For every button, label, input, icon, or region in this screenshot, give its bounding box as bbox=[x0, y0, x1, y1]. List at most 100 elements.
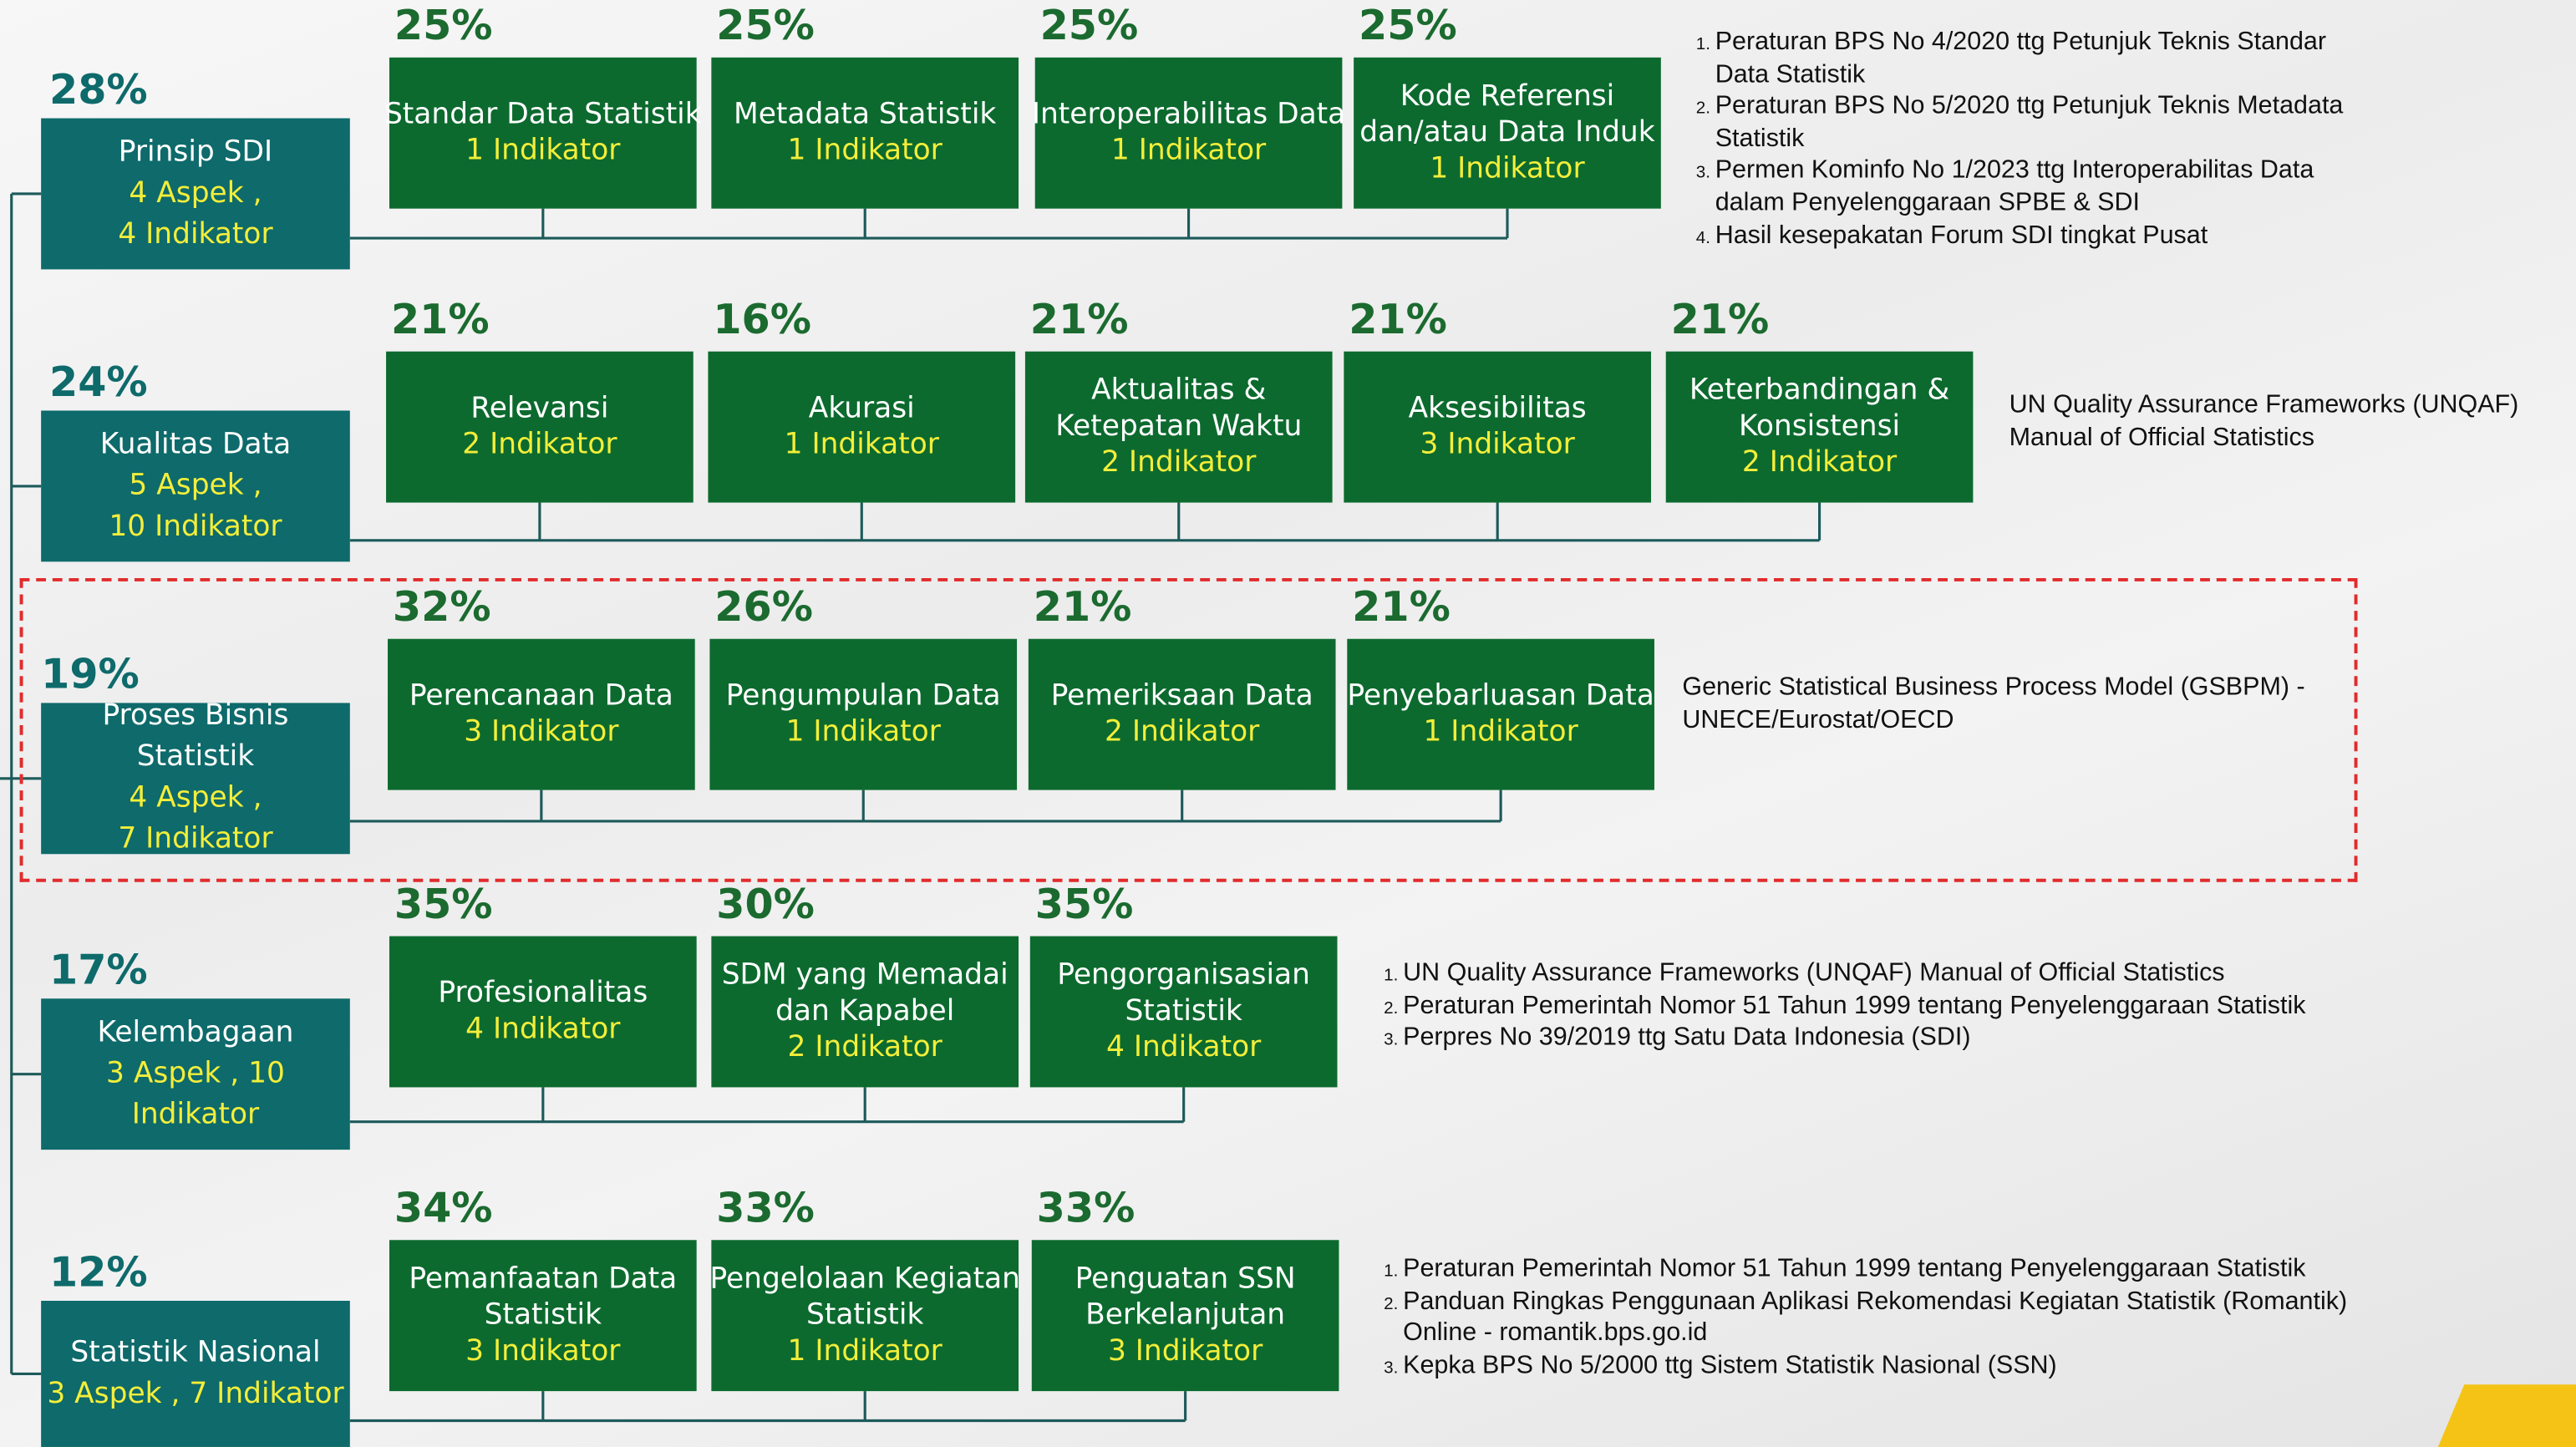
reference-list: Peraturan Pemerintah Nomor 51 Tahun 1999… bbox=[1372, 1253, 2440, 1382]
reference-line: Perpres No 39/2019 ttg Satu Data Indones… bbox=[1403, 1023, 1971, 1052]
reference-item: UN Quality Assurance Frameworks (UNQAF) M… bbox=[2009, 389, 2576, 454]
reference-list: Generic Statistical Business Process Mod… bbox=[1682, 672, 2355, 736]
aspect-percent: 25% bbox=[1039, 1, 1139, 49]
aspect-indikator: 3 Indikator bbox=[1107, 1335, 1263, 1368]
domain-detail: 3 Aspek , 10 Indikator bbox=[106, 1057, 285, 1131]
aspect-box: SDM yang Memadai dan Kapabel 2 Indikator bbox=[711, 936, 1019, 1088]
reference-line: Peraturan Pemerintah Nomor 51 Tahun 1999… bbox=[1403, 1254, 2306, 1283]
domain-detail: 3 Aspek , 7 Indikator bbox=[47, 1377, 344, 1410]
reference-line: Peraturan Pemerintah Nomor 51 Tahun 1999… bbox=[1403, 991, 2306, 1020]
aspect-title: Konsistensi bbox=[1739, 410, 1901, 444]
aspect-indikator: 1 Indikator bbox=[785, 716, 941, 749]
domain-detail: 10 Indikator bbox=[109, 510, 282, 543]
aspect-title: Pemeriksaan Data bbox=[1050, 679, 1313, 713]
reference-item: Peraturan Pemerintah Nomor 51 Tahun 1999… bbox=[1403, 1253, 2440, 1286]
aspect-percent: 32% bbox=[392, 582, 491, 631]
aspect-indikator: 1 Indikator bbox=[787, 135, 943, 168]
reference-item: Hasil kesepakatan Forum SDI tingkat Pusa… bbox=[1715, 220, 2416, 252]
aspect-title: dan Kapabel bbox=[775, 995, 955, 1028]
domain-percent: 17% bbox=[48, 946, 148, 994]
aspect-box: Pengumpulan Data 1 Indikator bbox=[709, 638, 1018, 790]
aspect-box: Perencanaan Data 3 Indikator bbox=[388, 638, 695, 790]
accent-shape bbox=[2437, 1384, 2576, 1447]
aspect-title: Standar Data Statistik bbox=[384, 98, 702, 132]
aspect-percent: 21% bbox=[1670, 295, 1770, 343]
reference-item: UN Quality Assurance Frameworks (UNQAF) … bbox=[1403, 957, 2440, 990]
aspect-indikator: 1 Indikator bbox=[1110, 135, 1267, 168]
reference-line: Peraturan BPS No 4/2020 ttg Petunjuk Tek… bbox=[1715, 28, 2327, 56]
reference-list: UN Quality Assurance Frameworks (UNQAF) M… bbox=[2009, 389, 2576, 454]
aspect-indikator: 2 Indikator bbox=[462, 429, 617, 462]
aspect-box: Penyebarluasan Data 1 Indikator bbox=[1347, 638, 1654, 790]
reference-line: Permen Kominfo No 1/2023 ttg Interoperab… bbox=[1715, 156, 2314, 185]
reference-line: Online - romantik.bps.go.id bbox=[1403, 1318, 1708, 1348]
aspect-box: Metadata Statistik 1 Indikator bbox=[711, 57, 1019, 209]
aspect-indikator: 4 Indikator bbox=[465, 1013, 621, 1047]
aspect-percent: 21% bbox=[1033, 582, 1132, 631]
aspect-indikator: 1 Indikator bbox=[787, 1335, 943, 1368]
aspect-percent: 33% bbox=[716, 1184, 815, 1232]
aspect-box: Pengorganisasian Statistik 4 Indikator bbox=[1029, 936, 1338, 1088]
aspect-title: Profesionalitas bbox=[438, 977, 648, 1011]
aspect-percent: 35% bbox=[1034, 880, 1134, 928]
aspect-title: Aktualitas & bbox=[1091, 374, 1267, 408]
domain-name: Kelembagaan bbox=[97, 1015, 294, 1049]
reference-line: UNECE/Eurostat/OECD bbox=[1682, 705, 1954, 734]
aspect-title: Statistik bbox=[484, 1299, 602, 1333]
domain-name: Prinsip SDI bbox=[118, 135, 273, 169]
reference-line: UN Quality Assurance Frameworks (UNQAF) … bbox=[1403, 959, 2225, 988]
aspect-percent: 25% bbox=[1359, 1, 1457, 49]
domain-name: Statistik Nasional bbox=[70, 1336, 321, 1369]
reference-line: Data Statistik bbox=[1715, 59, 1866, 89]
aspect-title: Statistik bbox=[1125, 995, 1242, 1028]
aspect-title: Ketepatan Waktu bbox=[1055, 410, 1303, 444]
reference-item: Generic Statistical Business Process Mod… bbox=[1682, 672, 2355, 736]
aspect-title: Berkelanjutan bbox=[1085, 1299, 1286, 1333]
reference-line: UN Quality Assurance Frameworks (UNQAF) bbox=[2009, 390, 2519, 419]
aspect-percent: 30% bbox=[716, 880, 815, 928]
reference-item: Peraturan BPS No 5/2020 ttg Petunjuk Tek… bbox=[1715, 90, 2416, 155]
reference-item: Permen Kominfo No 1/2023 ttg Interoperab… bbox=[1715, 155, 2416, 220]
domain-box: Kelembagaan 3 Aspek , 10 Indikator bbox=[41, 998, 350, 1150]
aspect-title: Aksesibilitas bbox=[1408, 392, 1587, 426]
reference-item: Peraturan Pemerintah Nomor 51 Tahun 1999… bbox=[1403, 990, 2440, 1023]
aspect-box: Profesionalitas 4 Indikator bbox=[389, 936, 697, 1088]
reference-item: Peraturan BPS No 4/2020 ttg Petunjuk Tek… bbox=[1715, 26, 2416, 90]
reference-line: Kepka BPS No 5/2000 ttg Sistem Statistik… bbox=[1403, 1351, 2057, 1379]
aspect-title: Keterbandingan & bbox=[1689, 374, 1950, 408]
domain-detail: 5 Aspek , bbox=[129, 469, 262, 502]
aspect-box: Akurasi 1 Indikator bbox=[708, 351, 1016, 503]
aspect-indikator: 3 Indikator bbox=[1420, 429, 1575, 462]
aspect-percent: 16% bbox=[713, 295, 811, 343]
domain-name: Proses Bisnis Statistik bbox=[102, 699, 289, 774]
aspect-title: Statistik bbox=[806, 1299, 924, 1333]
aspect-box: Aktualitas & Ketepatan Waktu 2 Indikator bbox=[1024, 351, 1333, 503]
aspect-title: Pengorganisasian bbox=[1057, 959, 1310, 993]
reference-items: Peraturan BPS No 4/2020 ttg Petunjuk Tek… bbox=[1684, 26, 2415, 251]
aspect-title: Metadata Statistik bbox=[734, 98, 997, 132]
aspect-box: Kode Referensi dan/atau Data Induk 1 Indik… bbox=[1354, 57, 1661, 209]
aspect-title: Kode Referensi bbox=[1400, 80, 1615, 114]
aspect-percent: 25% bbox=[394, 1, 493, 49]
aspect-box: Aksesibilitas 3 Indikator bbox=[1344, 351, 1652, 503]
domain-name: Kualitas Data bbox=[99, 428, 292, 461]
aspect-percent: 35% bbox=[394, 880, 493, 928]
reference-line: Statistik bbox=[1715, 124, 1805, 153]
reference-item: Panduan Ringkas Penggunaan Aplikasi Reko… bbox=[1403, 1286, 2440, 1350]
aspect-box: Pemanfaatan Data Statistik 3 Indikator bbox=[389, 1240, 697, 1392]
aspect-indikator: 2 Indikator bbox=[1741, 446, 1898, 480]
reference-line: dalam Penyelenggaraan SPBE & SDI bbox=[1715, 189, 2140, 217]
reference-line: Peraturan BPS No 5/2020 ttg Petunjuk Tek… bbox=[1715, 92, 2344, 120]
aspect-percent: 25% bbox=[716, 1, 815, 49]
aspect-indikator: 1 Indikator bbox=[1423, 716, 1578, 749]
aspect-title: Interoperabilitas Data bbox=[1031, 98, 1346, 132]
reference-line: Generic Statistical Business Process Mod… bbox=[1682, 673, 2305, 702]
aspect-percent: 21% bbox=[390, 295, 490, 343]
domain-detail: 7 Indikator bbox=[118, 822, 273, 856]
aspect-box: Penguatan SSN Berkelanjutan 3 Indikator bbox=[1031, 1240, 1339, 1392]
reference-items: Peraturan Pemerintah Nomor 51 Tahun 1999… bbox=[1372, 1253, 2440, 1382]
reference-line: Hasil kesepakatan Forum SDI tingkat Pusa… bbox=[1715, 221, 2208, 249]
aspect-title: Pengelolaan Kegiatan bbox=[709, 1262, 1020, 1297]
